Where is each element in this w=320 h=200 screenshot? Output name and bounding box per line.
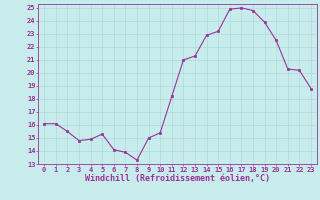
X-axis label: Windchill (Refroidissement éolien,°C): Windchill (Refroidissement éolien,°C) [85,174,270,183]
